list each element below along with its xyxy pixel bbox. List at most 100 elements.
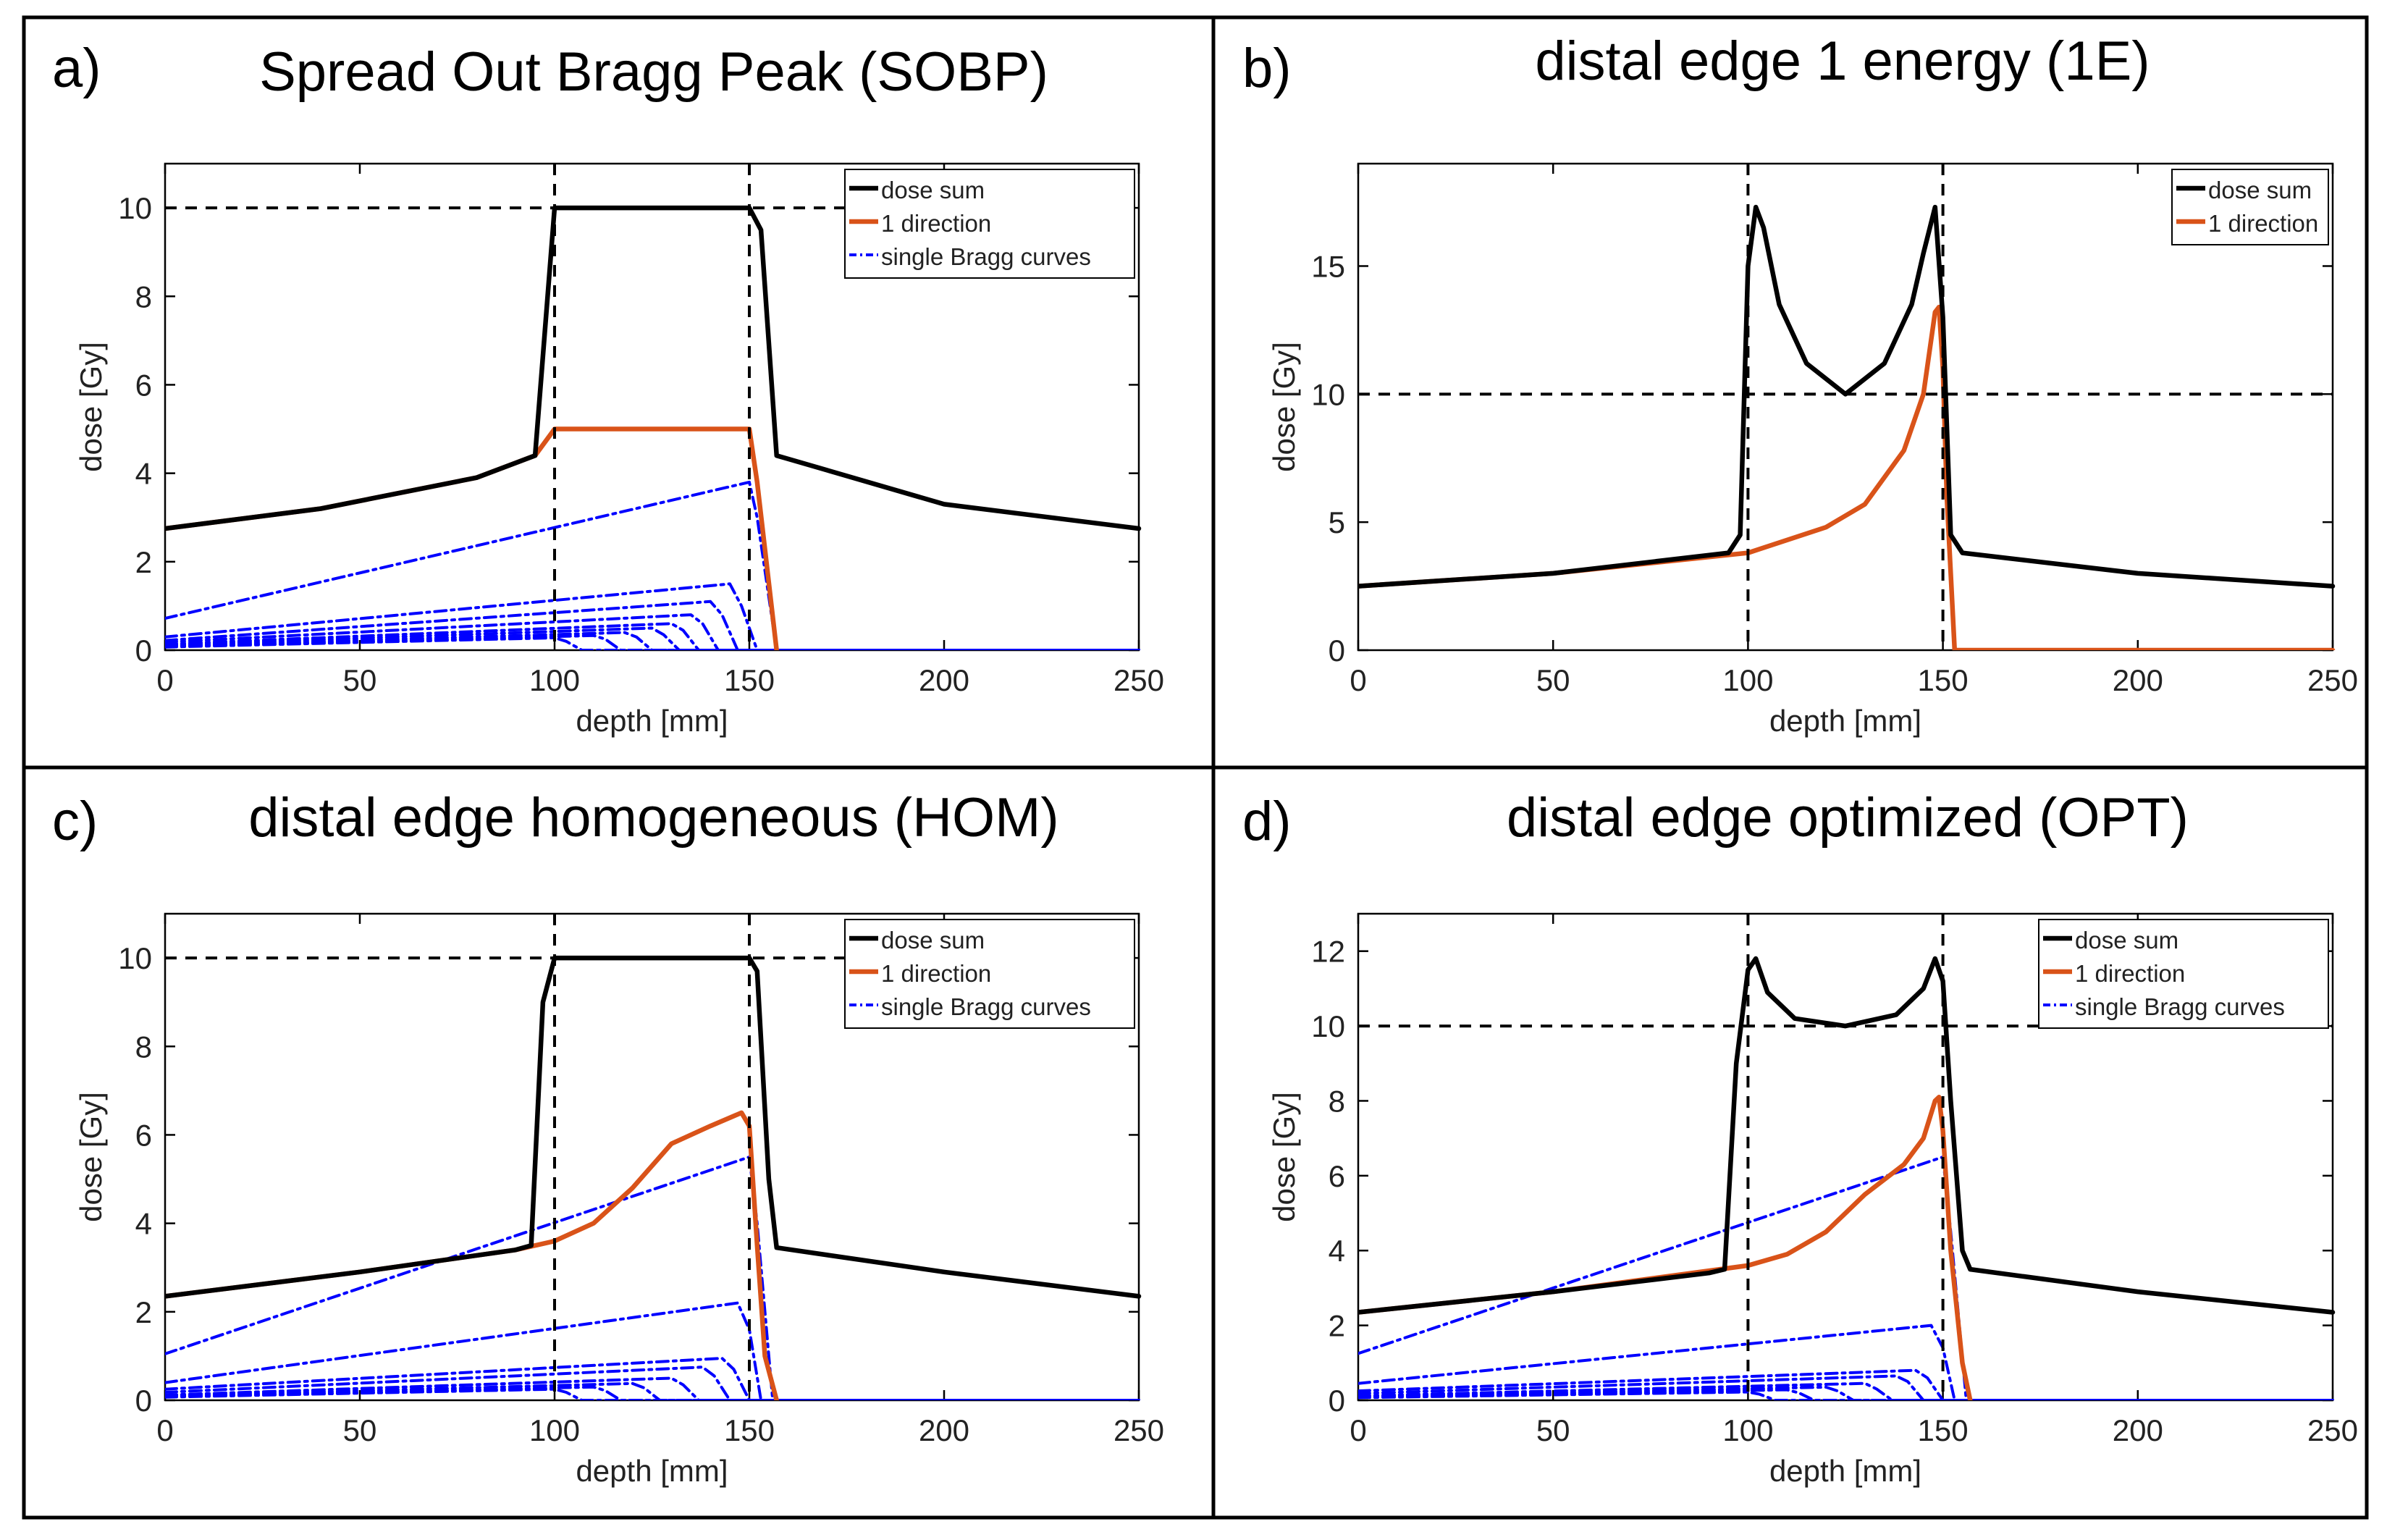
p3-series-one_dir-1: [1358, 1095, 1973, 1400]
p0-ytick-label-4: 8: [135, 279, 152, 314]
p3-legend-box: [2038, 919, 2329, 1029]
p3-ytick-label-4: 8: [1329, 1084, 1345, 1118]
p3-series-bragg-6: [1358, 1381, 2334, 1400]
p1-axes-box: [1357, 162, 2334, 652]
p0-xlabel: depth [mm]: [576, 704, 728, 738]
p1-xtick-label-4: 200: [2113, 663, 2163, 697]
p0-series-bragg-6: [165, 622, 1140, 650]
panel-label-d: d): [1242, 791, 1292, 852]
p0-ytick-label-2: 4: [135, 457, 152, 491]
p2-legend-label-0: dose sum: [881, 927, 985, 954]
panel-d: d) distal edge optimized (OPT) 0 50 100 150…: [1242, 787, 2358, 1488]
p2-series-bragg-5: [165, 1366, 1140, 1400]
p3-xlabel: depth [mm]: [1769, 1454, 1921, 1488]
p0-ytick-label-3: 6: [135, 368, 152, 402]
p3-legend-label-1: 1 direction: [2075, 960, 2185, 987]
p3-xtick-label-4: 200: [2113, 1413, 2163, 1447]
p0-series-bragg-7: [165, 626, 1140, 650]
p0-series-bragg-10: [165, 636, 1140, 650]
p1-xlabel: depth [mm]: [1769, 704, 1921, 738]
p0-series-bragg-3: [165, 582, 1140, 650]
p3-series-bragg-5: [1358, 1374, 2334, 1400]
p3-xtick-label-3: 150: [1918, 1413, 1969, 1447]
p0-legend-box: [844, 169, 1135, 279]
p0-xtick-label-1: 50: [343, 663, 377, 697]
p3-xtick-label-0: 0: [1350, 1413, 1366, 1447]
p2-series-bragg-7: [165, 1381, 1140, 1400]
panel-label-c: c): [52, 791, 98, 852]
p2-xtick-label-1: 50: [343, 1413, 377, 1447]
panel-b: b) distal edge 1 energy (1E) 0 50 100 150 20…: [1242, 30, 2358, 738]
p0-data-layer: [165, 164, 1142, 650]
p2-xtick-label-5: 250: [1113, 1413, 1164, 1447]
p0-xtick-label-5: 250: [1113, 663, 1164, 697]
p2-series-dose_sum-0: [165, 955, 1142, 1299]
p2-series-bragg-4: [165, 1357, 1140, 1400]
p0-ytick-label-1: 2: [135, 545, 152, 579]
plot-area-d: 0 50 100 150 200 250 0 2 4 6 8 10 12 depth [mm] dose […: [1267, 912, 2358, 1488]
p3-legend-label-0: dose sum: [2075, 927, 2178, 954]
panel-title-a: Spread Out Bragg Peak (SOBP): [259, 41, 1048, 103]
p2-ylabel: dose [Gy]: [74, 1092, 108, 1222]
p2-xtick-label-4: 200: [919, 1413, 969, 1447]
p2-legend-label-2: single Bragg curves: [881, 993, 1091, 1020]
p1-ytick-label-0: 0: [1329, 634, 1345, 668]
p0-series-bragg-5: [165, 613, 1140, 650]
p2-ytick-label-1: 2: [135, 1295, 152, 1329]
p3-xtick-label-5: 250: [2307, 1413, 2358, 1447]
p2-data-layer: [165, 914, 1142, 1400]
panel-c: c) distal edge homogeneous (HOM) 0 50 100 1…: [52, 787, 1164, 1488]
p1-xtick-label-1: 50: [1536, 663, 1570, 697]
p2-ytick-label-4: 8: [135, 1030, 152, 1064]
p2-xtick-label-3: 150: [724, 1413, 775, 1447]
p1-xtick-label-2: 100: [1722, 663, 1773, 697]
p0-series-dose_sum-0: [165, 205, 1142, 531]
p2-ytick-label-3: 6: [135, 1118, 152, 1152]
p1-ytick-label-1: 5: [1329, 505, 1345, 539]
p1-legend-label-0: dose sum: [2208, 177, 2312, 203]
p1-legend-box: [2171, 169, 2329, 245]
p3-ytick-label-5: 10: [1311, 1009, 1345, 1043]
panel-a: a) Spread Out Bragg Peak (SOBP) 0 50 100 15…: [52, 38, 1164, 738]
p1-xtick-label-3: 150: [1918, 663, 1969, 697]
p3-legend-label-2: single Bragg curves: [2075, 993, 2285, 1020]
p0-legend-label-2: single Bragg curves: [881, 243, 1091, 270]
p3-series-dose_sum-0: [1358, 956, 2336, 1315]
p1-legend-label-1: 1 direction: [2208, 210, 2318, 237]
p3-xtick-label-1: 50: [1536, 1413, 1570, 1447]
p0-legend-label-1: 1 direction: [881, 210, 991, 237]
p1-xtick-label-0: 0: [1350, 663, 1366, 697]
p3-ytick-label-3: 6: [1329, 1159, 1345, 1193]
p2-series-bragg-6: [165, 1376, 1140, 1400]
panel-label-a: a): [52, 38, 101, 99]
p1-data-layer: [1358, 164, 2336, 650]
p2-series-bragg-9: [165, 1387, 1140, 1400]
p2-legend-label-1: 1 direction: [881, 960, 991, 987]
p0-legend-label-0: dose sum: [881, 177, 985, 203]
p3-ylabel: dose [Gy]: [1267, 1092, 1301, 1222]
p0-series-bragg-2: [165, 480, 1140, 650]
panel-label-b: b): [1242, 38, 1292, 99]
p0-series-bragg-8: [165, 631, 1140, 650]
panel-title-b: distal edge 1 energy (1E): [1535, 30, 2150, 92]
p1-ylabel: dose [Gy]: [1267, 342, 1301, 472]
p0-ylabel: dose [Gy]: [74, 342, 108, 472]
p2-xtick-label-0: 0: [156, 1413, 173, 1447]
p3-ytick-label-2: 4: [1329, 1234, 1345, 1268]
p2-xtick-label-2: 100: [529, 1413, 580, 1447]
p3-ytick-label-1: 2: [1329, 1309, 1345, 1343]
p3-series-bragg-4: [1358, 1368, 2334, 1400]
p0-ytick-label-0: 0: [135, 634, 152, 668]
p2-legend-box: [844, 919, 1135, 1029]
p3-series-bragg-9: [1358, 1390, 2334, 1400]
p2-ytick-label-0: 0: [135, 1384, 152, 1418]
p0-series-bragg-4: [165, 599, 1140, 650]
panel-title-c: distal edge homogeneous (HOM): [248, 787, 1058, 849]
p2-ytick-label-5: 10: [118, 941, 152, 975]
p3-ytick-label-0: 0: [1329, 1384, 1345, 1418]
p0-xtick-label-4: 200: [919, 663, 969, 697]
p0-xtick-label-3: 150: [724, 663, 775, 697]
panel-title-d: distal edge optimized (OPT): [1507, 787, 2189, 849]
